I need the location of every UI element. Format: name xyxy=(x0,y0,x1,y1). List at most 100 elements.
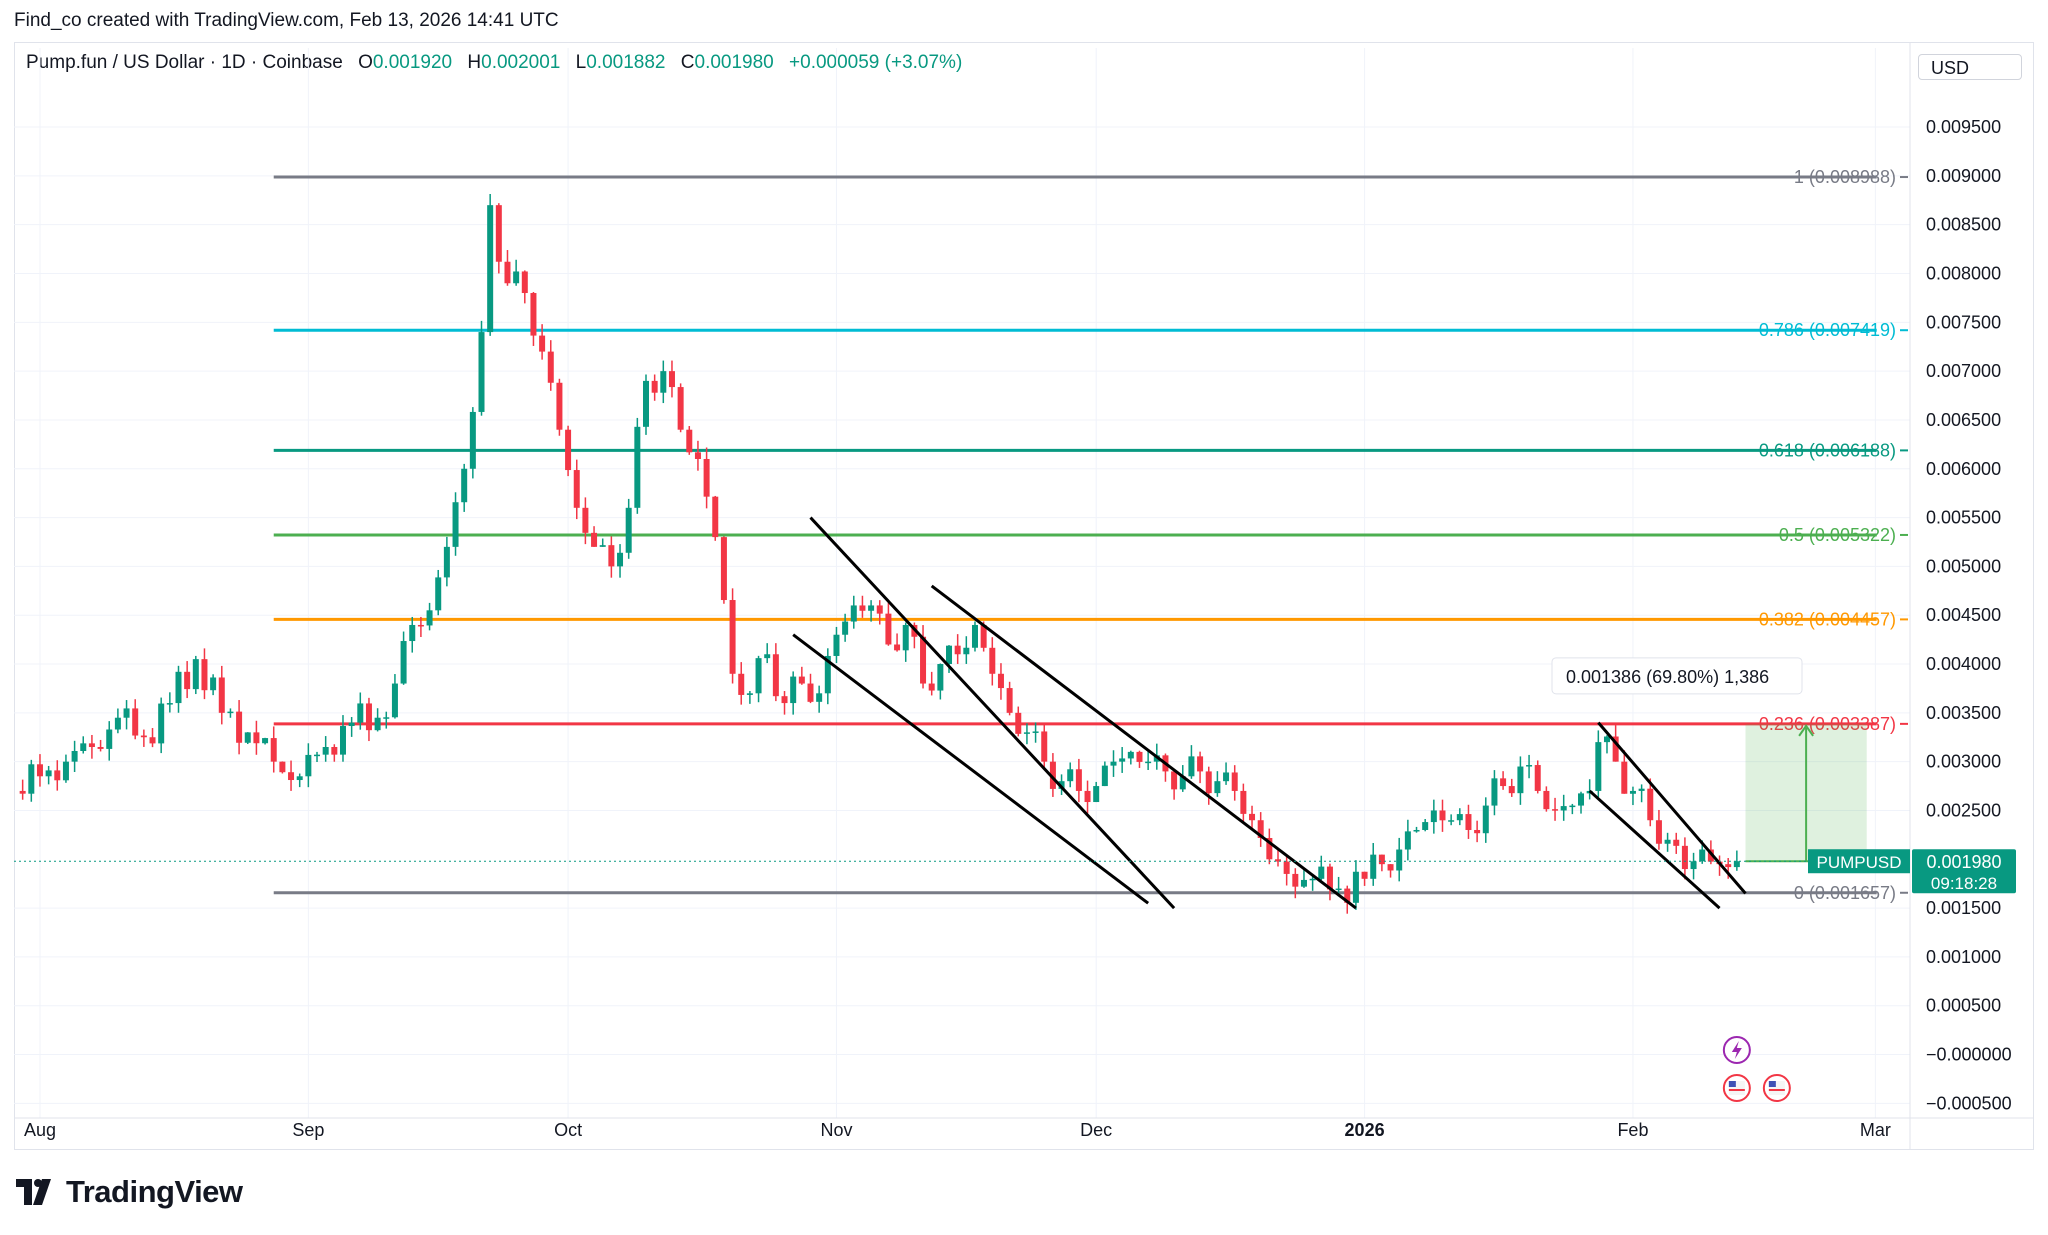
candle-body[interactable] xyxy=(530,293,537,336)
candle-body[interactable] xyxy=(1171,771,1178,790)
symbol-title[interactable]: Pump.fun / US Dollar · 1D · Coinbase xyxy=(26,52,343,73)
candle-body[interactable] xyxy=(1240,790,1247,814)
candle-body[interactable] xyxy=(634,426,641,508)
candle-body[interactable] xyxy=(1326,866,1333,890)
candle-body[interactable] xyxy=(556,382,563,430)
candle-body[interactable] xyxy=(1448,820,1455,822)
candle-body[interactable] xyxy=(1231,772,1238,791)
candle-body[interactable] xyxy=(617,552,624,567)
candle-body[interactable] xyxy=(772,654,779,697)
candle-body[interactable] xyxy=(1699,849,1706,862)
candle-body[interactable] xyxy=(1214,781,1221,794)
candle-body[interactable] xyxy=(1543,790,1550,810)
candle-body[interactable] xyxy=(236,711,243,743)
candle-body[interactable] xyxy=(1500,778,1507,787)
candle-body[interactable] xyxy=(539,335,546,352)
candle-body[interactable] xyxy=(850,605,857,622)
candle-body[interactable] xyxy=(1361,871,1368,879)
candle-body[interactable] xyxy=(1396,849,1403,871)
candle-body[interactable] xyxy=(54,770,61,781)
candle-body[interactable] xyxy=(504,261,511,284)
candle-body[interactable] xyxy=(521,271,528,294)
candle-body[interactable] xyxy=(1275,859,1281,862)
candle-body[interactable] xyxy=(184,671,191,690)
candle-body[interactable] xyxy=(1647,788,1654,821)
candle-body[interactable] xyxy=(686,429,693,453)
candle-body[interactable] xyxy=(1110,761,1117,766)
candle-body[interactable] xyxy=(1673,839,1680,846)
candle-body[interactable] xyxy=(461,468,468,503)
candle-body[interactable] xyxy=(1508,786,1515,794)
candle-body[interactable] xyxy=(1257,820,1264,839)
candle-body[interactable] xyxy=(591,532,598,547)
candle-body[interactable] xyxy=(694,452,701,459)
candle-body[interactable] xyxy=(1136,751,1143,762)
candle-body[interactable] xyxy=(1335,888,1342,891)
candle-body[interactable] xyxy=(807,683,814,702)
candle-body[interactable] xyxy=(1595,742,1602,791)
candle-body[interactable] xyxy=(928,683,935,691)
trendline[interactable] xyxy=(1588,789,1721,910)
candle-body[interactable] xyxy=(305,754,312,777)
candle-body[interactable] xyxy=(487,205,494,333)
candle-body[interactable] xyxy=(1578,793,1585,806)
candle-body[interactable] xyxy=(1223,772,1230,782)
candle-body[interactable] xyxy=(1725,864,1732,868)
candle-body[interactable] xyxy=(790,676,797,704)
candle-body[interactable] xyxy=(1733,861,1740,868)
candle-body[interactable] xyxy=(88,743,95,748)
candle-body[interactable] xyxy=(573,470,580,508)
tradingview-brand[interactable]: TradingView xyxy=(16,1174,243,1210)
candle-body[interactable] xyxy=(1621,761,1628,794)
candle-body[interactable] xyxy=(1084,790,1091,803)
candle-body[interactable] xyxy=(764,654,771,659)
candle-body[interactable] xyxy=(123,708,130,718)
candle-body[interactable] xyxy=(1283,861,1290,874)
candle-body[interactable] xyxy=(443,546,450,578)
trendline[interactable] xyxy=(930,584,1357,910)
candle-body[interactable] xyxy=(833,634,840,656)
candle-body[interactable] xyxy=(1197,756,1204,772)
candle-body[interactable] xyxy=(227,711,234,714)
trendline[interactable] xyxy=(809,516,1176,910)
candle-body[interactable] xyxy=(331,747,338,755)
candle-body[interactable] xyxy=(859,605,866,611)
candle-body[interactable] xyxy=(339,726,346,755)
candle-body[interactable] xyxy=(1093,786,1100,803)
candle-body[interactable] xyxy=(279,761,286,773)
candle-body[interactable] xyxy=(1352,871,1359,903)
candle-body[interactable] xyxy=(1041,731,1048,762)
candle-body[interactable] xyxy=(625,507,632,553)
candle-body[interactable] xyxy=(1032,731,1039,733)
candle-body[interactable] xyxy=(391,683,398,718)
candle-body[interactable] xyxy=(140,735,147,738)
candle-body[interactable] xyxy=(1119,758,1126,762)
candle-body[interactable] xyxy=(868,605,875,611)
candle-body[interactable] xyxy=(894,644,901,651)
candle-body[interactable] xyxy=(902,624,909,651)
candle-body[interactable] xyxy=(963,647,970,655)
candle-body[interactable] xyxy=(703,458,710,497)
candle-body[interactable] xyxy=(1638,788,1645,791)
candle-body[interactable] xyxy=(738,673,745,695)
candle-body[interactable] xyxy=(1474,829,1481,834)
candle-body[interactable] xyxy=(582,507,589,533)
candle-body[interactable] xyxy=(365,703,372,731)
candle-body[interactable] xyxy=(106,729,113,749)
candle-body[interactable] xyxy=(1205,771,1212,794)
candle-body[interactable] xyxy=(1465,814,1472,830)
candle-body[interactable] xyxy=(1560,806,1567,811)
candle-body[interactable] xyxy=(876,605,883,614)
candle-body[interactable] xyxy=(1309,878,1316,881)
candle-body[interactable] xyxy=(720,537,727,601)
candle-body[interactable] xyxy=(712,496,719,538)
trendline[interactable] xyxy=(792,633,1150,905)
candle-body[interactable] xyxy=(660,371,667,393)
candle-body[interactable] xyxy=(1266,838,1273,860)
candle-body[interactable] xyxy=(729,600,736,674)
candle-body[interactable] xyxy=(1300,879,1307,887)
candle-body[interactable] xyxy=(1430,810,1437,823)
candle-body[interactable] xyxy=(244,732,251,743)
candle-body[interactable] xyxy=(547,351,554,383)
